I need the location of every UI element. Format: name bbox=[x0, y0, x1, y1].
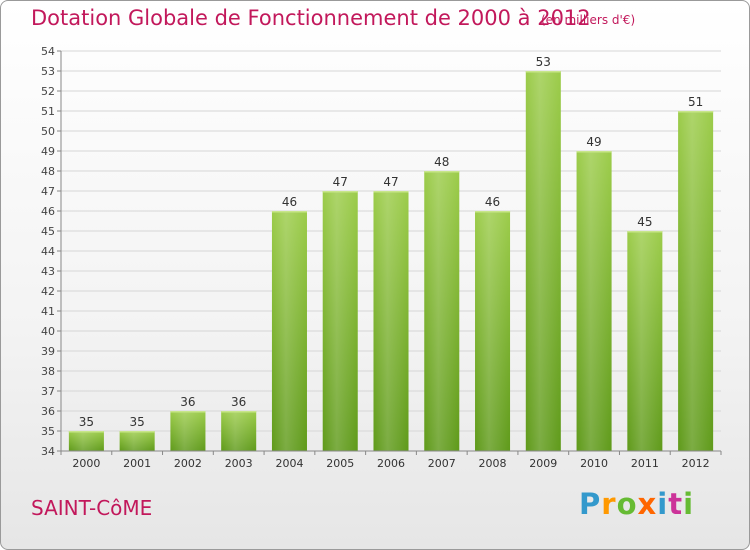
y-tick-label: 43 bbox=[41, 265, 55, 278]
bar-highlight bbox=[424, 171, 460, 451]
bar-top-edge bbox=[170, 411, 206, 413]
bar-highlight bbox=[119, 431, 155, 451]
y-tick-label: 35 bbox=[41, 425, 55, 438]
data-label: 46 bbox=[485, 195, 500, 209]
bar-top-edge bbox=[678, 111, 714, 113]
x-tick-label: 2002 bbox=[174, 457, 202, 470]
data-label: 47 bbox=[333, 175, 348, 189]
bar-highlight bbox=[576, 151, 612, 451]
brand-letter: r bbox=[601, 487, 617, 521]
x-tick-label: 2004 bbox=[275, 457, 303, 470]
chart-subtitle: (en milliers d'€) bbox=[541, 13, 636, 27]
x-tick-label: 2005 bbox=[326, 457, 354, 470]
bar-top-edge bbox=[119, 431, 155, 433]
town-name: SAINT-CôME bbox=[31, 496, 153, 520]
y-tick-label: 46 bbox=[41, 205, 55, 218]
bar-highlight bbox=[271, 211, 307, 451]
y-tick-label: 54 bbox=[41, 45, 55, 58]
bar-top-edge bbox=[68, 431, 104, 433]
y-tick-label: 41 bbox=[41, 305, 55, 318]
x-tick-label: 2012 bbox=[682, 457, 710, 470]
x-tick-label: 2000 bbox=[72, 457, 100, 470]
x-tick-label: 2006 bbox=[377, 457, 405, 470]
bar-top-edge bbox=[271, 211, 307, 213]
y-tick-label: 47 bbox=[41, 185, 55, 198]
brand-letter: t bbox=[668, 487, 684, 521]
y-tick-label: 48 bbox=[41, 165, 55, 178]
x-tick-label: 2007 bbox=[428, 457, 456, 470]
y-tick-label: 53 bbox=[41, 65, 55, 78]
bar-top-edge bbox=[475, 211, 511, 213]
y-tick-label: 42 bbox=[41, 285, 55, 298]
bar-top-edge bbox=[373, 191, 409, 193]
data-label: 48 bbox=[434, 155, 449, 169]
y-tick-label: 38 bbox=[41, 365, 55, 378]
y-tick-label: 37 bbox=[41, 385, 55, 398]
bar-highlight bbox=[221, 411, 257, 451]
chart-title: Dotation Globale de Fonctionnement de 20… bbox=[31, 6, 591, 30]
x-tick-label: 2009 bbox=[529, 457, 557, 470]
data-label: 49 bbox=[586, 135, 601, 149]
axes: 34 35 36 37 38 39 40 41 42 43 44 45 46 47 48 49 50 51 52 53… bbox=[41, 45, 722, 458]
y-tick-label: 52 bbox=[41, 85, 55, 98]
brand-letter: o bbox=[616, 487, 638, 521]
x-tick-label: 2011 bbox=[631, 457, 659, 470]
x-tick-label: 2001 bbox=[123, 457, 151, 470]
bar-top-edge bbox=[576, 151, 612, 153]
x-tick-label: 2010 bbox=[580, 457, 608, 470]
proxiti-logo[interactable]: Proxiti bbox=[579, 487, 694, 521]
data-label: 53 bbox=[536, 55, 551, 69]
bar-highlight bbox=[627, 231, 663, 451]
y-tick-label: 45 bbox=[41, 225, 55, 238]
brand-letter: P bbox=[579, 487, 602, 521]
bar-top-edge bbox=[525, 71, 561, 73]
x-tick-label: 2008 bbox=[479, 457, 507, 470]
y-tick-label: 44 bbox=[41, 245, 55, 258]
bar-highlight bbox=[322, 191, 358, 451]
data-label: 35 bbox=[79, 415, 94, 429]
data-label: 36 bbox=[180, 395, 195, 409]
bar-highlight bbox=[678, 111, 714, 451]
bar-top-edge bbox=[424, 171, 460, 173]
bars bbox=[68, 71, 714, 451]
y-tick-label: 49 bbox=[41, 145, 55, 158]
brand-letter: x bbox=[637, 487, 658, 521]
bar-highlight bbox=[475, 211, 511, 451]
y-tick-label: 40 bbox=[41, 325, 55, 338]
bar-top-edge bbox=[221, 411, 257, 413]
bar-highlight bbox=[170, 411, 206, 451]
x-tick-label: 2003 bbox=[225, 457, 253, 470]
y-tick-label: 51 bbox=[41, 105, 55, 118]
y-tick-label: 34 bbox=[41, 445, 55, 458]
y-tick-label: 39 bbox=[41, 345, 55, 358]
data-label: 35 bbox=[130, 415, 145, 429]
data-label: 46 bbox=[282, 195, 297, 209]
bar-highlight bbox=[68, 431, 104, 451]
bar-highlight bbox=[525, 71, 561, 451]
data-label: 45 bbox=[637, 215, 652, 229]
bar-top-edge bbox=[322, 191, 358, 193]
bar-highlight bbox=[373, 191, 409, 451]
bar-top-edge bbox=[627, 231, 663, 233]
data-label: 47 bbox=[383, 175, 398, 189]
data-label: 51 bbox=[688, 95, 703, 109]
y-tick-label: 50 bbox=[41, 125, 55, 138]
y-tick-label: 36 bbox=[41, 405, 55, 418]
brand-letter: i bbox=[657, 487, 669, 521]
brand-letter: i bbox=[683, 487, 695, 521]
labels: 35 2000 35 2001 36 2002 36 2003 46 2004 47 2005 47 20… bbox=[72, 55, 709, 470]
data-label: 36 bbox=[231, 395, 246, 409]
